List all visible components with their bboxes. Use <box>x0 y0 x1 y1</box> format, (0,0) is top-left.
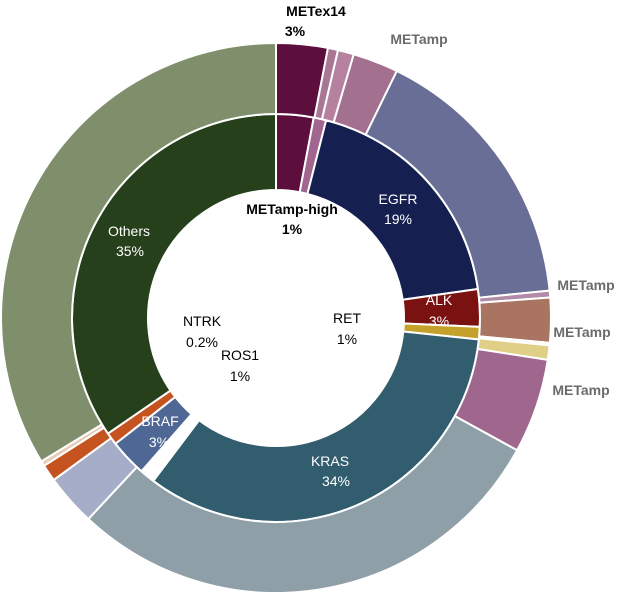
label-egfr-pct: 19% <box>384 211 412 227</box>
label-others-pct: 35% <box>116 243 144 259</box>
outer-ring <box>0 41 552 592</box>
chart-labels: METex14 3% METamp METamp METamp METamp M… <box>108 3 615 489</box>
label-ros1: ROS1 <box>221 347 259 363</box>
label-metamp-kras: METamp <box>552 382 609 398</box>
outer-slice-kras <box>87 415 519 592</box>
label-kras: KRAS <box>311 453 349 469</box>
label-alk-pct: 3% <box>429 313 449 329</box>
label-egfr: EGFR <box>379 191 418 207</box>
outer-slice-alk <box>478 296 552 344</box>
label-metex14-title: METex14 <box>286 3 346 19</box>
label-metamp-high-pct: 1% <box>282 221 303 237</box>
label-braf-pct: 3% <box>149 434 169 450</box>
label-metamp-alk: METamp <box>557 277 614 293</box>
label-others: Others <box>108 223 150 239</box>
label-braf: BRAF <box>141 413 178 429</box>
label-ret-pct: 1% <box>337 331 357 347</box>
label-alk: ALK <box>426 292 453 308</box>
label-metamp-egfr: METamp <box>390 31 447 47</box>
label-metamp-high: METamp-high <box>246 201 338 217</box>
label-metamp-ret: METamp <box>553 324 610 340</box>
label-metex14-pct: 3% <box>285 23 306 39</box>
label-ntrk: NTRK <box>183 313 222 329</box>
label-ret: RET <box>333 310 361 326</box>
label-ntrk-pct: 0.2% <box>186 334 218 350</box>
inner-ring <box>71 113 481 523</box>
label-kras-pct: 34% <box>322 473 350 489</box>
outer-slice-others <box>0 42 277 463</box>
label-ros1-pct: 1% <box>230 368 250 384</box>
